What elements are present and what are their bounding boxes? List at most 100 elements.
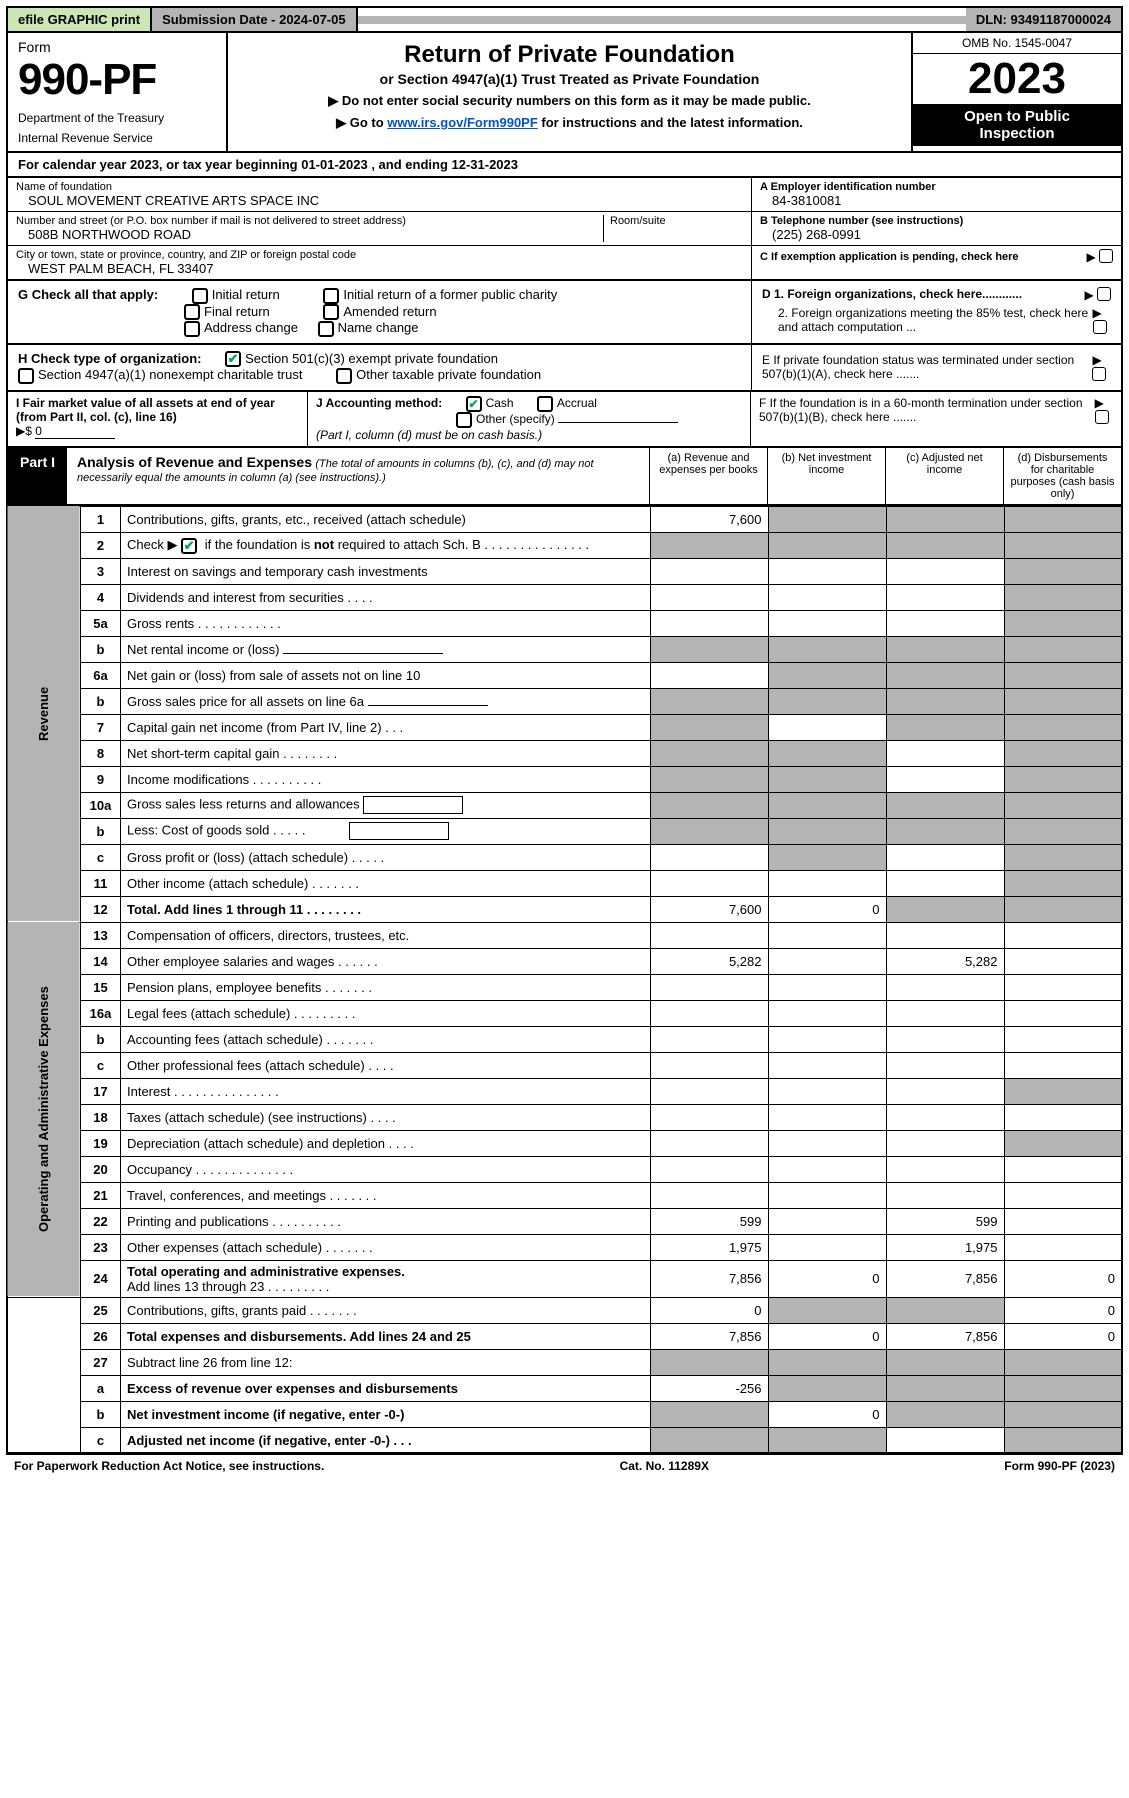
section-d: D 1. Foreign organizations, check here..… (751, 281, 1121, 343)
goto-link-row: ▶ Go to www.irs.gov/Form990PF for instru… (238, 115, 901, 131)
table-row: bNet investment income (if negative, ent… (7, 1401, 1122, 1427)
table-row: 27Subtract line 26 from line 12: (7, 1349, 1122, 1375)
col-b-header: (b) Net investment income (767, 448, 885, 504)
fmv-value: 0 (35, 424, 115, 439)
other-taxable-checkbox[interactable] (336, 368, 352, 384)
f-checkbox[interactable] (1095, 410, 1109, 424)
initial-return-checkbox[interactable] (192, 288, 208, 304)
name-label: Name of foundation (16, 181, 743, 193)
d2-checkbox[interactable] (1093, 320, 1107, 334)
table-row: bNet rental income or (loss) (7, 636, 1122, 662)
table-row: bAccounting fees (attach schedule) . . .… (7, 1026, 1122, 1052)
501c3-checkbox[interactable]: ✔ (225, 351, 241, 367)
street-address: 508B NORTHWOOD ROAD (16, 227, 603, 242)
r22-col-c: 599 (886, 1208, 1004, 1234)
d2-label: 2. Foreign organizations meeting the 85%… (762, 306, 1093, 335)
j-label: J Accounting method: (316, 396, 442, 410)
r23-col-c: 1,975 (886, 1234, 1004, 1260)
r26-col-d: 0 (1004, 1323, 1122, 1349)
table-row: 9Income modifications . . . . . . . . . … (7, 766, 1122, 792)
table-row: 26Total expenses and disbursements. Add … (7, 1323, 1122, 1349)
table-row: 20Occupancy . . . . . . . . . . . . . . (7, 1156, 1122, 1182)
table-row: 3Interest on savings and temporary cash … (7, 558, 1122, 584)
section-j: J Accounting method: ✔Cash Accrual Other… (308, 392, 751, 446)
final-return-checkbox[interactable] (184, 304, 200, 320)
table-row: 24Total operating and administrative exp… (7, 1260, 1122, 1297)
4947a1-checkbox[interactable] (18, 368, 34, 384)
cash-checkbox[interactable]: ✔ (466, 396, 482, 412)
calendar-year-row: For calendar year 2023, or tax year begi… (6, 153, 1123, 178)
catalog-number: Cat. No. 11289X (620, 1459, 709, 1473)
r24-col-d: 0 (1004, 1260, 1122, 1297)
e-label: E If private foundation status was termi… (762, 353, 1092, 381)
initial-public-charity-checkbox[interactable] (323, 288, 339, 304)
section-e: E If private foundation status was termi… (751, 345, 1121, 390)
part-i-header: Part I Analysis of Revenue and Expenses … (6, 448, 1123, 506)
name-change-checkbox[interactable] (318, 321, 334, 337)
table-row: 23Other expenses (attach schedule) . . .… (7, 1234, 1122, 1260)
open-to-public: Open to PublicInspection (913, 104, 1121, 146)
section-i: I Fair market value of all assets at end… (8, 392, 308, 446)
table-row: Revenue 1Contributions, gifts, grants, e… (7, 506, 1122, 532)
r12-col-b: 0 (768, 896, 886, 922)
telephone-label: B Telephone number (see instructions) (760, 215, 1113, 227)
section-g: G Check all that apply: Initial return I… (8, 281, 751, 343)
amended-return-checkbox[interactable] (323, 304, 339, 320)
table-row: 2 Check ▶ ✔ if the foundation is not req… (7, 532, 1122, 558)
table-row: 14Other employee salaries and wages . . … (7, 948, 1122, 974)
table-row: cAdjusted net income (if negative, enter… (7, 1427, 1122, 1453)
r1-col-a: 7,600 (650, 506, 768, 532)
table-row: 8Net short-term capital gain . . . . . .… (7, 740, 1122, 766)
r27a-col-a: -256 (650, 1375, 768, 1401)
r25-col-a: 0 (650, 1297, 768, 1323)
e-checkbox[interactable] (1092, 367, 1106, 381)
other-method-checkbox[interactable] (456, 412, 472, 428)
expenses-sidelabel: Operating and Administrative Expenses (7, 922, 81, 1297)
efile-label[interactable]: efile GRAPHIC print (8, 8, 152, 31)
ssn-warning: ▶ Do not enter social security numbers o… (238, 93, 901, 109)
fmv-label: I Fair market value of all assets at end… (16, 396, 275, 424)
table-row: 11Other income (attach schedule) . . . .… (7, 870, 1122, 896)
form-number: 990-PF (18, 55, 216, 105)
d1-label: D 1. Foreign organizations, check here..… (762, 287, 1022, 302)
table-row: 18Taxes (attach schedule) (see instructi… (7, 1104, 1122, 1130)
irs-label: Internal Revenue Service (18, 131, 216, 145)
submission-date: Submission Date - 2024-07-05 (152, 8, 358, 31)
form-title: Return of Private Foundation (238, 41, 901, 69)
table-row: 5aGross rents . . . . . . . . . . . . (7, 610, 1122, 636)
r27b-col-b: 0 (768, 1401, 886, 1427)
table-row: bGross sales price for all assets on lin… (7, 688, 1122, 714)
foundation-info: Name of foundation SOUL MOVEMENT CREATIV… (6, 178, 1123, 281)
table-row: 16aLegal fees (attach schedule) . . . . … (7, 1000, 1122, 1026)
table-row: cOther professional fees (attach schedul… (7, 1052, 1122, 1078)
table-row: Operating and Administrative Expenses 13… (7, 922, 1122, 948)
d1-checkbox[interactable] (1097, 287, 1111, 301)
r24-col-b: 0 (768, 1260, 886, 1297)
table-row: 12Total. Add lines 1 through 11 . . . . … (7, 896, 1122, 922)
foundation-name: SOUL MOVEMENT CREATIVE ARTS SPACE INC (16, 193, 743, 208)
schb-checkbox[interactable]: ✔ (181, 538, 197, 554)
table-row: 19Depreciation (attach schedule) and dep… (7, 1130, 1122, 1156)
g-label: G Check all that apply: (18, 287, 158, 302)
r12-col-a: 7,600 (650, 896, 768, 922)
r25-col-d: 0 (1004, 1297, 1122, 1323)
part-i-title: Analysis of Revenue and Expenses (77, 454, 312, 470)
h-label: H Check type of organization: (18, 351, 201, 366)
revenue-sidelabel: Revenue (7, 506, 81, 922)
col-c-header: (c) Adjusted net income (885, 448, 1003, 504)
table-row: 22Printing and publications . . . . . . … (7, 1208, 1122, 1234)
table-row: bLess: Cost of goods sold . . . . . (7, 818, 1122, 844)
exemption-checkbox[interactable] (1099, 249, 1113, 263)
accrual-checkbox[interactable] (537, 396, 553, 412)
section-f: F If the foundation is in a 60-month ter… (751, 392, 1121, 446)
r14-col-c: 5,282 (886, 948, 1004, 974)
r26-col-a: 7,856 (650, 1323, 768, 1349)
section-h: H Check type of organization: ✔Section 5… (8, 345, 751, 390)
part-i-label: Part I (8, 448, 67, 504)
form990pf-link[interactable]: www.irs.gov/Form990PF (387, 115, 538, 130)
r26-col-c: 7,856 (886, 1323, 1004, 1349)
table-row: 17Interest . . . . . . . . . . . . . . . (7, 1078, 1122, 1104)
r23-col-a: 1,975 (650, 1234, 768, 1260)
address-change-checkbox[interactable] (184, 321, 200, 337)
r24-col-c: 7,856 (886, 1260, 1004, 1297)
